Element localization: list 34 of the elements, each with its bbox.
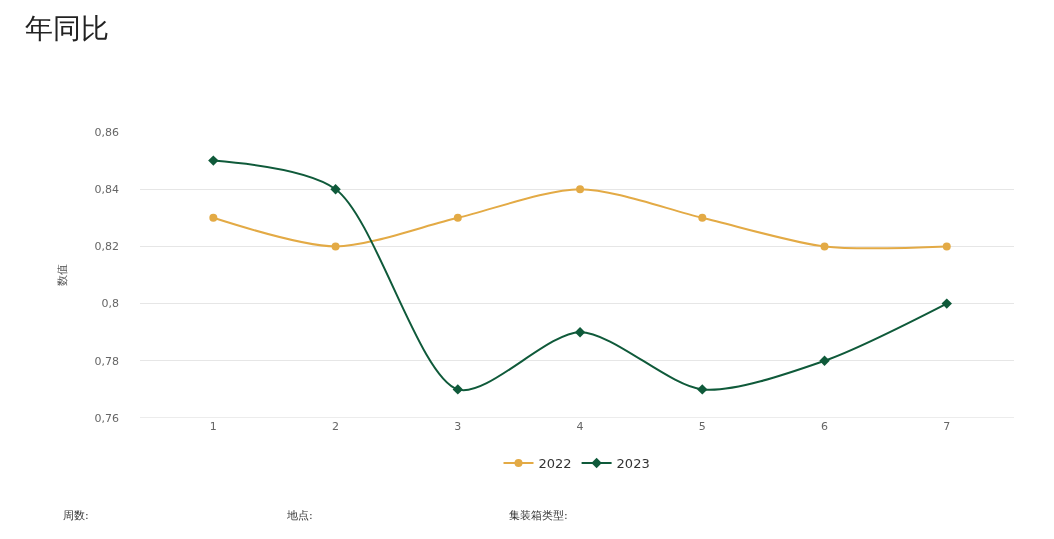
point [208, 155, 219, 166]
text: 周数: [63, 509, 89, 522]
x-tick-label: 4 [576, 420, 584, 433]
point [452, 384, 464, 395]
point [209, 213, 218, 222]
point [698, 213, 707, 222]
x-tick-label: 2 [332, 420, 340, 433]
point [820, 242, 829, 251]
text: 地点: [286, 509, 313, 522]
y-axis-title: 数值 [56, 264, 70, 286]
chart-title: 年同比 [25, 11, 109, 45]
y-tick-label: 0,76 [94, 411, 119, 425]
point [574, 327, 586, 338]
point [330, 184, 341, 195]
x-tick-label: 1 [209, 420, 217, 433]
point [697, 384, 708, 395]
y-tick-label: 0,82 [94, 240, 119, 254]
point [942, 242, 951, 251]
legend-label: 2022 [538, 456, 572, 472]
point [331, 242, 340, 251]
point [941, 298, 952, 309]
point [819, 355, 830, 366]
x-tick-label: 3 [454, 420, 462, 433]
point [576, 185, 585, 194]
point [453, 213, 462, 222]
legend-label: 2023 [616, 456, 650, 472]
text: 集装箱类型: [509, 509, 568, 522]
x-tick-label: 5 [698, 420, 706, 433]
x-tick-label: 7 [943, 420, 951, 433]
y-tick-label: 0,78 [94, 354, 119, 368]
y-tick-label: 0,86 [94, 125, 119, 139]
y-tick-label: 0,84 [94, 183, 119, 197]
x-tick-label: 6 [821, 420, 829, 433]
y-tick-label: 0,8 [101, 297, 119, 311]
